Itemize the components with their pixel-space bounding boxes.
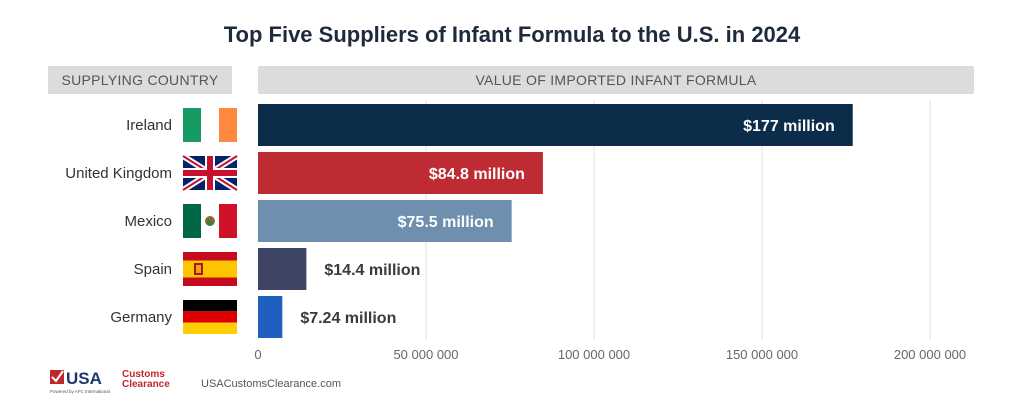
logo-word1: Customs bbox=[122, 369, 165, 380]
data-label: $75.5 million bbox=[398, 214, 494, 231]
data-label: $177 million bbox=[743, 118, 835, 135]
usa-customs-clearance-logo: USA Customs Clearance Powered by AFC Int… bbox=[50, 369, 170, 394]
footer-website: USACustomsClearance.com bbox=[201, 378, 341, 390]
category-label: Mexico bbox=[124, 213, 172, 230]
category-label: United Kingdom bbox=[65, 165, 172, 182]
spain-flag-icon bbox=[183, 252, 237, 286]
bar bbox=[258, 200, 512, 242]
uk-flag-icon bbox=[181, 153, 239, 193]
x-tick-label: 150 000 000 bbox=[726, 347, 798, 362]
germany-flag-icon bbox=[183, 300, 237, 334]
bar bbox=[258, 152, 543, 194]
x-tick-label: 200 000 000 bbox=[894, 347, 966, 362]
category-label: Germany bbox=[110, 309, 172, 326]
x-tick-label: 100 000 000 bbox=[558, 347, 630, 362]
ireland-flag-icon bbox=[183, 108, 237, 142]
logo-main: USA bbox=[66, 369, 102, 388]
header-imported-value: VALUE OF IMPORTED INFANT FORMULA bbox=[258, 66, 974, 94]
x-tick-label: 0 bbox=[254, 347, 261, 362]
category-label: Spain bbox=[134, 261, 172, 278]
logo-tagline: Powered by AFC International bbox=[50, 389, 110, 394]
x-tick-label: 50 000 000 bbox=[393, 347, 458, 362]
logo-word2: Clearance bbox=[122, 379, 170, 390]
header-supplying-country: SUPPLYING COUNTRY bbox=[48, 66, 232, 94]
data-label: $84.8 million bbox=[429, 166, 525, 183]
bar bbox=[258, 296, 283, 338]
category-label: Ireland bbox=[126, 117, 172, 134]
checkmark-icon bbox=[50, 370, 64, 384]
chart-title: Top Five Suppliers of Infant Formula to … bbox=[223, 22, 801, 47]
bar bbox=[258, 248, 307, 290]
mexico-flag-icon bbox=[183, 204, 237, 238]
data-label: $14.4 million bbox=[324, 262, 420, 279]
data-label: $7.24 million bbox=[300, 310, 396, 327]
bar bbox=[258, 104, 853, 146]
